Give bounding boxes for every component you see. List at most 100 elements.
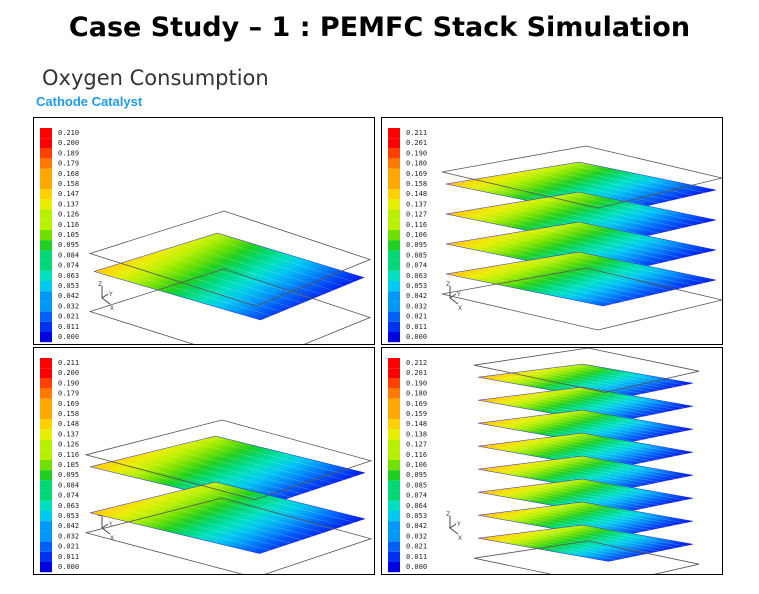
legend-value: 0.116 (406, 451, 427, 459)
legend-value: 0.210 (58, 129, 79, 137)
legend-swatch (388, 281, 400, 292)
legend-swatch (388, 199, 400, 210)
legend-value: 0.032 (406, 532, 427, 540)
legend-swatch (40, 460, 52, 471)
axis-triad-icon: Z XY (446, 511, 462, 542)
legend-value: 0.042 (406, 522, 427, 530)
legend-value: 0.180 (406, 160, 427, 168)
legend-value: 0.095 (58, 241, 79, 249)
slide-title: Case Study – 1 : PEMFC Stack Simulation (68, 12, 691, 43)
legend-swatch (388, 470, 400, 481)
legend-value: 0.011 (58, 323, 79, 331)
catalyst-layer (89, 481, 366, 554)
legend-value: 0.095 (58, 471, 79, 479)
legend-value: 0.179 (58, 160, 79, 168)
legend-value: 0.158 (58, 180, 79, 188)
domain-outline (473, 348, 700, 574)
legend-value: 0.169 (58, 400, 79, 408)
svg-text:Z: Z (98, 281, 102, 288)
legend-swatch (40, 209, 52, 220)
legend-swatch (388, 168, 400, 179)
legend-swatch (388, 270, 400, 281)
legend-value: 0.032 (58, 302, 79, 310)
legend-value: 0.000 (58, 333, 79, 341)
legend-swatch (388, 291, 400, 302)
legend-swatch (388, 409, 400, 420)
legend-value: 0.201 (406, 139, 427, 147)
legend-swatch (388, 419, 400, 430)
legend-swatch (40, 429, 52, 440)
contour-panel-1-layer: 0.210 0.200 0.189 0.179 0.168 0.158 0.147 0.137… (33, 117, 375, 345)
slide-subtitle: Oxygen Consumption (42, 66, 269, 90)
legend-value: 0.190 (406, 149, 427, 157)
legend-swatch (40, 531, 52, 542)
legend-value: 0.180 (406, 390, 427, 398)
legend-value: 0.000 (58, 563, 79, 571)
legend-swatch (388, 240, 400, 251)
legend-value: 0.063 (58, 502, 79, 510)
legend-swatch (388, 158, 400, 169)
svg-text:Y: Y (456, 521, 461, 528)
legend-value: 0.169 (406, 400, 427, 408)
legend-swatch (40, 128, 52, 139)
catalyst-layer (477, 524, 694, 562)
legend-value: 0.042 (58, 522, 79, 530)
legend-value: 0.147 (58, 190, 79, 198)
legend-swatch (388, 219, 400, 230)
axis-triad-icon: Z XY (98, 281, 114, 312)
legend-value: 0.105 (58, 461, 79, 469)
legend-swatch (388, 368, 400, 379)
legend-value: 0.074 (58, 262, 79, 270)
legend-swatch (388, 148, 400, 159)
legend-value: 0.137 (58, 430, 79, 438)
legend-value: 0.032 (406, 302, 427, 310)
legend-value: 0.074 (406, 492, 427, 500)
legend-value: 0.148 (406, 420, 427, 428)
legend-swatch (40, 219, 52, 230)
catalyst-layer (477, 386, 694, 424)
legend-swatch (388, 388, 400, 399)
legend-swatch (40, 148, 52, 159)
section-label: Cathode Catalyst (36, 94, 143, 109)
legend-value: 0.179 (58, 390, 79, 398)
catalyst-layer (477, 432, 694, 470)
legend-swatch (388, 250, 400, 261)
catalyst-layer (445, 251, 717, 307)
legend-swatch (40, 260, 52, 271)
contour-panel-8-layers: 0.212 0.201 0.190 0.180 0.169 0.159 0.148 0.138… (381, 347, 723, 575)
legend-swatch (40, 470, 52, 481)
contour-svg: 0.211 0.201 0.190 0.180 0.169 0.158 0.148 0.137… (388, 128, 722, 343)
legend-value: 0.211 (58, 359, 79, 367)
legend-swatch (388, 551, 400, 562)
legend-swatch (388, 500, 400, 511)
legend-value: 0.190 (58, 379, 79, 387)
legend-value: 0.137 (406, 200, 427, 208)
legend-value: 0.000 (406, 333, 427, 341)
legend-swatch (40, 500, 52, 511)
legend-swatch (388, 460, 400, 471)
legend-swatch (388, 449, 400, 460)
catalyst-layer (93, 232, 365, 321)
legend-swatch (388, 562, 400, 573)
legend-value: 0.138 (406, 430, 427, 438)
legend-value: 0.200 (58, 369, 79, 377)
legend-value: 0.116 (406, 221, 427, 229)
legend-value: 0.200 (58, 139, 79, 147)
legend-swatch (40, 250, 52, 261)
legend-swatch (40, 138, 52, 149)
legend-swatch (40, 168, 52, 179)
legend-value: 0.127 (406, 441, 427, 449)
legend-swatch (40, 179, 52, 190)
legend-swatch (40, 490, 52, 501)
svg-text:Y: Y (456, 291, 461, 298)
legend-value: 0.084 (58, 481, 79, 489)
legend-swatch (388, 138, 400, 149)
legend-value: 0.158 (58, 410, 79, 418)
legend-swatch (388, 490, 400, 501)
legend-swatch (388, 260, 400, 271)
legend-value: 0.085 (406, 481, 427, 489)
legend-swatch (40, 311, 52, 322)
contour-panel-2-layers: 0.211 0.200 0.190 0.179 0.169 0.158 0.148 0.137… (33, 347, 375, 575)
legend-swatch (40, 321, 52, 332)
legend-value: 0.000 (406, 563, 427, 571)
